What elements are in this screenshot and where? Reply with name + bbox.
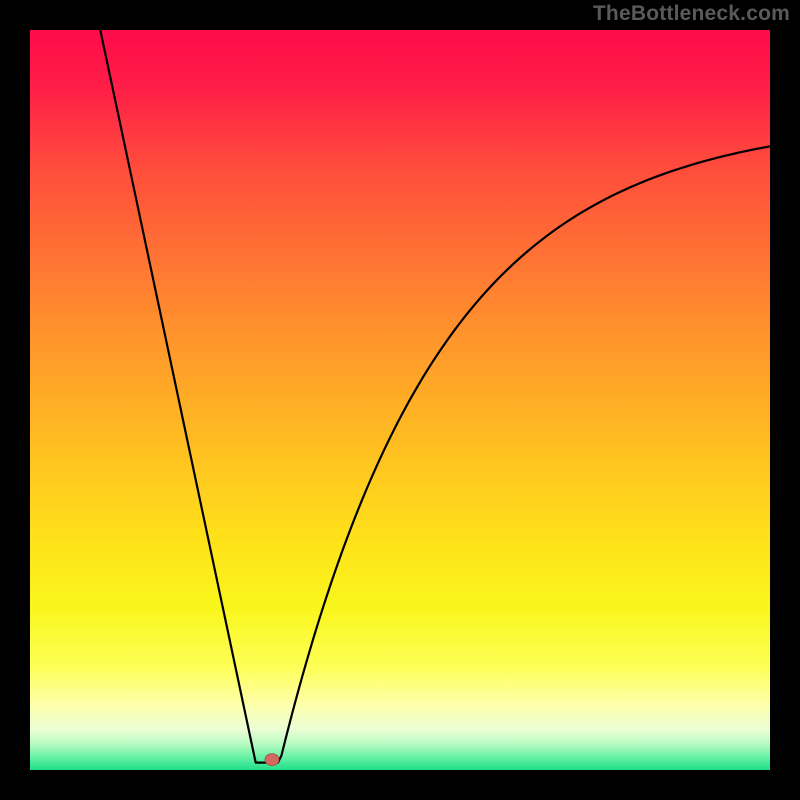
chart-container: TheBottleneck.com <box>0 0 800 800</box>
gradient-plot-area <box>30 30 770 770</box>
bottleneck-chart-svg <box>0 0 800 800</box>
watermark-text: TheBottleneck.com <box>593 2 790 26</box>
optimum-marker <box>265 754 279 766</box>
